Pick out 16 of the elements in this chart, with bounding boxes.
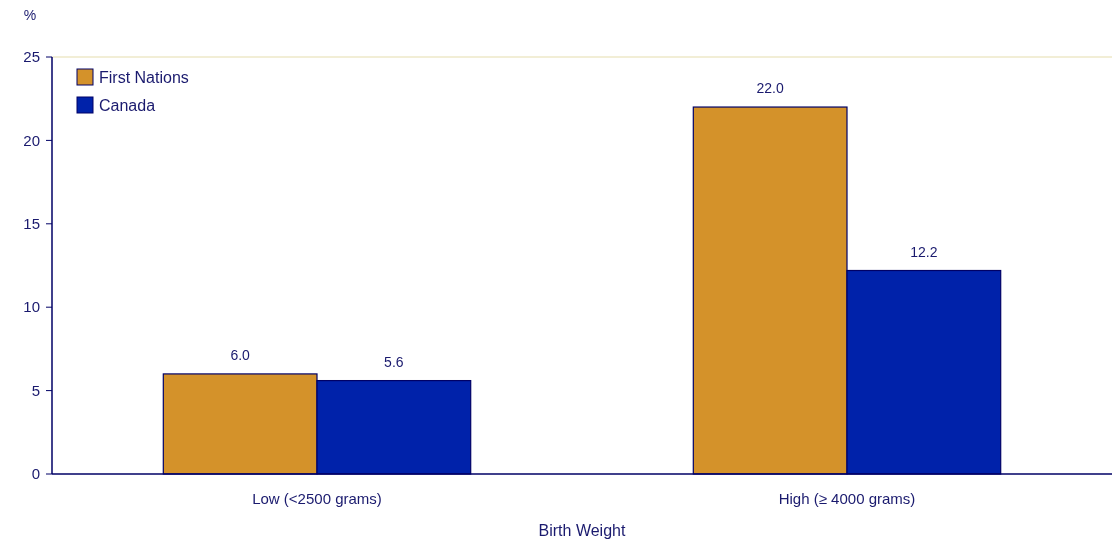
y-tick-label: 5 bbox=[31, 381, 40, 399]
y-tick-label: 20 bbox=[23, 131, 40, 149]
data-label: 6.0 bbox=[230, 346, 251, 363]
x-axis-title: Birth Weight bbox=[538, 522, 626, 539]
data-label: 22.0 bbox=[756, 80, 784, 97]
y-axis-title: % bbox=[23, 7, 37, 23]
y-tick-label: 25 bbox=[23, 48, 40, 66]
data-label: 5.6 bbox=[384, 353, 404, 370]
y-tick-label: 15 bbox=[23, 215, 40, 233]
legend-label: First Nations bbox=[99, 68, 189, 86]
y-tick-label: 0 bbox=[31, 465, 40, 483]
x-tick-label: Low (<2500 grams) bbox=[252, 490, 382, 507]
legend-label: Canada bbox=[99, 96, 156, 114]
data-label: 12.2 bbox=[910, 243, 938, 260]
x-tick-label: High (≥ 4000 grams) bbox=[778, 490, 916, 507]
y-tick-label: 10 bbox=[23, 298, 40, 316]
